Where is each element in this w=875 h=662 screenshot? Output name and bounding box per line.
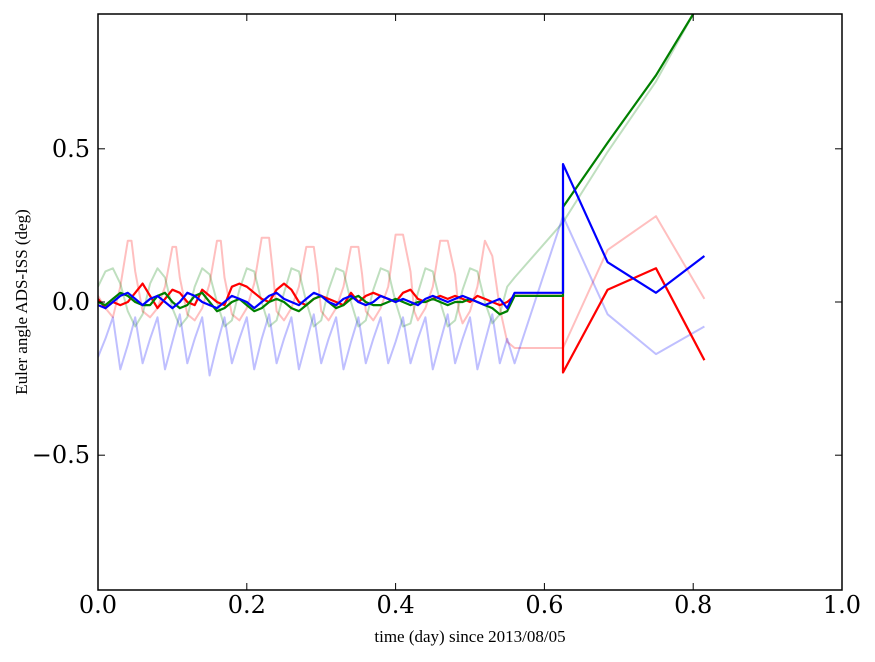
series-line-4 xyxy=(98,267,706,374)
series-line-3 xyxy=(98,215,705,377)
x-tick-label: 1.0 xyxy=(823,591,861,619)
y-tick-label: −0.5 xyxy=(32,441,90,469)
series-line-6 xyxy=(98,163,706,310)
series-line-1 xyxy=(98,215,706,349)
tick-layer: 0.0 0.2 0.4 0.6 0.8 1.0 −0.5 0.0 0.5 xyxy=(32,14,861,619)
x-tick-label: 0.6 xyxy=(525,591,563,619)
y-tick-label: 0.0 xyxy=(52,288,90,316)
x-tick-label: 0.4 xyxy=(377,591,415,619)
y-tick-label: 0.5 xyxy=(52,135,90,163)
x-tick-label: 0.0 xyxy=(79,591,117,619)
y-axis-label: Euler angle ADS-ISS (deg) xyxy=(12,209,31,395)
x-axis-label: time (day) since 2013/08/05 xyxy=(374,627,565,646)
x-tick-label: 0.8 xyxy=(674,591,712,619)
series-layer xyxy=(98,14,706,377)
x-tick-label: 0.2 xyxy=(228,591,266,619)
